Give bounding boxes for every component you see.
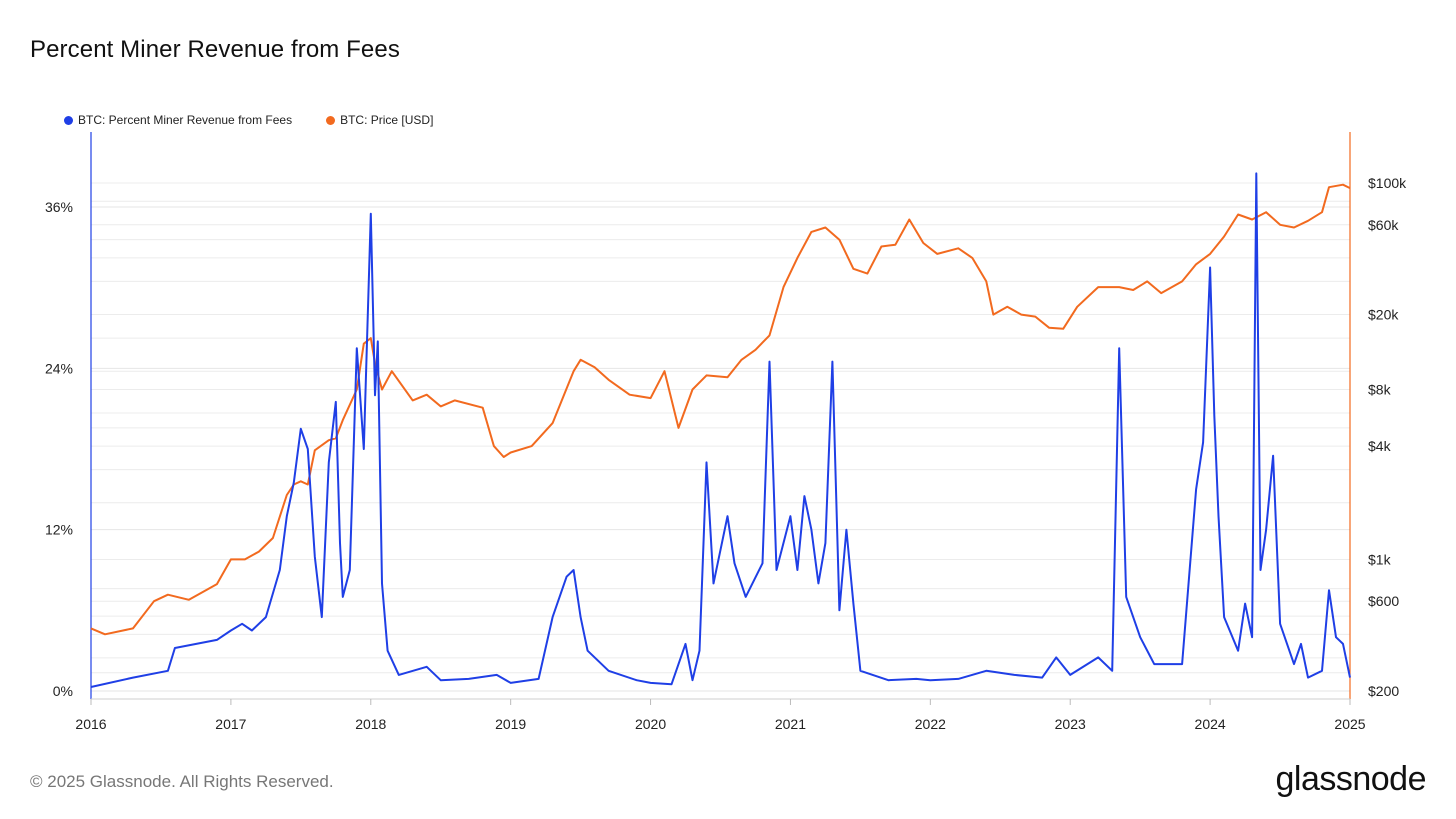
x-tick-label: 2022	[915, 716, 946, 732]
legend-item-price[interactable]: BTC: Price [USD]	[326, 113, 433, 127]
y-left-tick-label: 12%	[45, 522, 73, 538]
fees-series-line	[90, 172, 1351, 688]
legend-label-fees: BTC: Percent Miner Revenue from Fees	[78, 113, 293, 127]
brand-logo: glassnode	[1275, 760, 1426, 798]
x-tick-label: 2025	[1334, 716, 1365, 732]
x-tick-label: 2018	[355, 716, 386, 732]
y-left-tick-label: 36%	[45, 199, 73, 215]
y-right-tick-label: $8k	[1368, 381, 1392, 397]
y-left-tick-label: 0%	[53, 683, 73, 699]
copyright-footer: © 2025 Glassnode. All Rights Reserved.	[30, 772, 334, 791]
legend-dot-price	[326, 115, 336, 125]
legend-dot-fees	[64, 115, 73, 125]
y-right-tick-label: $100k	[1368, 175, 1407, 191]
legend: BTC: Percent Miner Revenue from Fees BTC…	[64, 113, 433, 127]
x-tick-label: 2020	[635, 716, 666, 732]
y-left-tick-label: 24%	[45, 360, 73, 376]
y-right-tick-label: $4k	[1368, 438, 1392, 454]
x-tick-label: 2016	[75, 716, 106, 732]
chart-title: Percent Miner Revenue from Fees	[30, 36, 400, 63]
x-tick-label: 2017	[215, 716, 246, 732]
x-tick-label: 2024	[1195, 716, 1226, 732]
y-right-tick-label: $1k	[1368, 551, 1392, 567]
y-right-tick-label: $200	[1368, 683, 1399, 699]
x-tick-label: 2023	[1055, 716, 1086, 732]
y-right-tick-label: $20k	[1368, 307, 1399, 323]
y-right-tick-label: $600	[1368, 593, 1399, 609]
price-series-line	[90, 183, 1351, 636]
legend-label-price: BTC: Price [USD]	[340, 113, 434, 127]
legend-item-fees[interactable]: BTC: Percent Miner Revenue from Fees	[64, 113, 292, 127]
x-tick-label: 2019	[495, 716, 526, 732]
x-tick-label: 2021	[775, 716, 806, 732]
y-right-tick-label: $60k	[1368, 217, 1399, 233]
